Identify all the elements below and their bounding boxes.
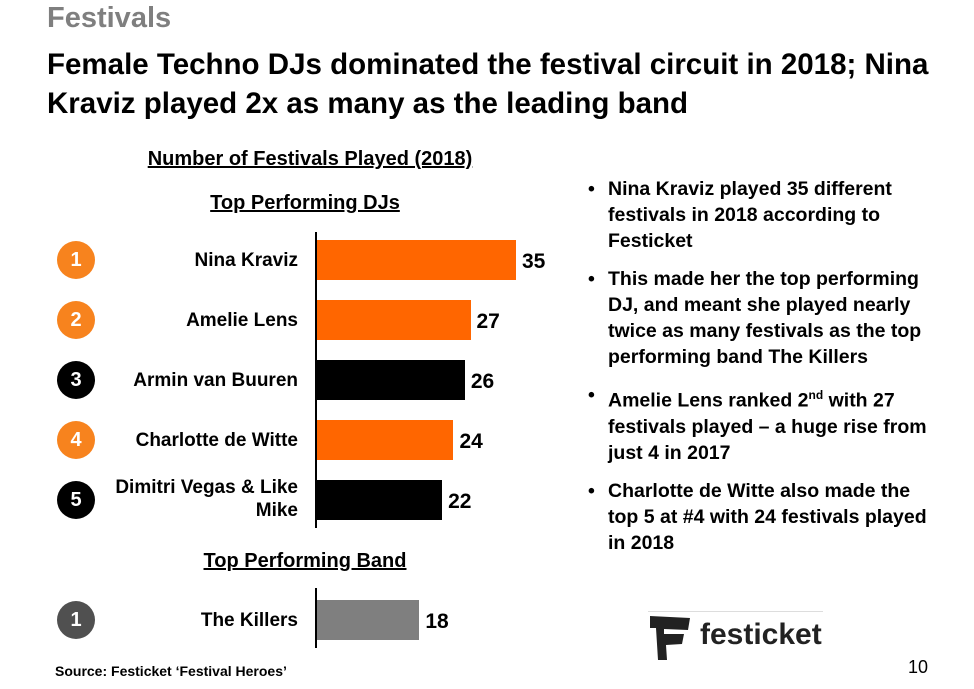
headline: Female Techno DJs dominated the festival… [47,48,929,120]
bar [317,360,465,400]
band-group-title: Top Performing Band [203,550,407,572]
bar [317,600,420,640]
data-label: 27 [476,310,500,333]
superscript: nd [808,388,824,402]
data-label: 24 [459,430,483,453]
bar [317,420,454,460]
bullet-text: with 27 festivals played – a huge rise f… [608,389,927,464]
bullet-item: Charlotte de Witte also made the top 5 a… [588,478,928,556]
bar [317,240,516,280]
data-label: 35 [522,250,546,273]
bullet-text: Amelie Lens ranked 2 [608,389,809,412]
bullet-list: Nina Kraviz played 35 different festival… [588,176,928,568]
data-label: 26 [470,370,495,393]
data-label: 22 [448,490,472,513]
chart-title: Number of Festivals Played (2018) [147,148,473,170]
rank-badge: 1 [57,601,95,639]
page-number: 10 [908,657,929,677]
bar-label: Charlotte de Witte [135,430,298,451]
logo-text: festicket [700,618,822,651]
festicket-logo: festicket [648,611,823,662]
dj-axis-line [315,232,317,528]
bullet-item: Nina Kraviz played 35 different festival… [588,176,928,254]
rank-badge: 4 [57,421,95,459]
band-axis-line [315,588,317,648]
rank-badge: 1 [57,241,95,279]
bar [317,480,443,520]
data-label: 18 [425,610,449,633]
bullet-item: This made her the top performing DJ, and… [588,266,928,370]
source-note: Source: Festicket ‘Festival Heroes’ [55,663,287,679]
rank-badge: 5 [57,481,95,519]
bar-label: Dimitri Vegas & Like Mike [115,477,298,521]
bar-label: The Killers [200,610,298,631]
section-title: Festivals [47,2,172,34]
festicket-flag-icon [650,616,690,660]
bullet-item: Amelie Lens ranked 2nd with 27 festivals… [588,382,928,466]
bar-label: Nina Kraviz [194,250,298,271]
rank-badge: 2 [57,301,95,339]
bar-label: Amelie Lens [186,310,298,331]
bar [317,300,471,340]
rank-badge: 3 [57,361,95,399]
dj-group-title: Top Performing DJs [210,192,400,214]
bar-label: Armin van Buuren [133,370,298,391]
